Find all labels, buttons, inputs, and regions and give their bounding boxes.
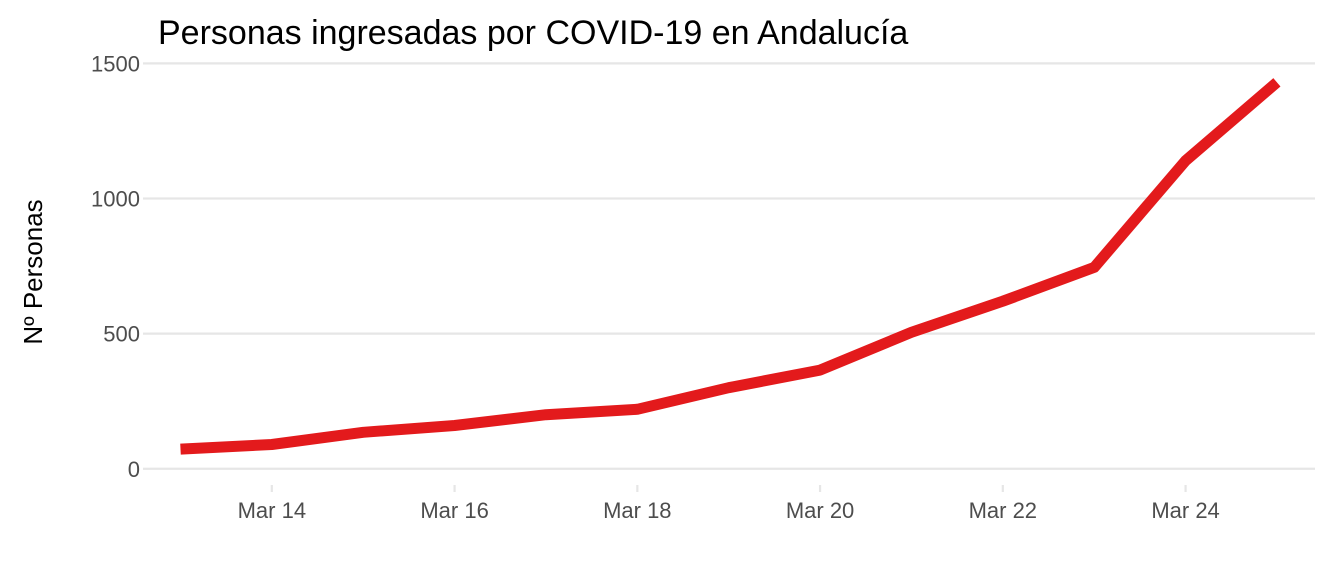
x-tick-label: Mar 18: [603, 498, 671, 523]
grid: [150, 62, 1315, 470]
x-tick-label: Mar 24: [1151, 498, 1219, 523]
chart-title: Personas ingresadas por COVID-19 en Anda…: [158, 14, 908, 52]
y-tick-label: 500: [103, 322, 140, 347]
y-tick-label: 1000: [91, 187, 140, 212]
x-axis-ticks: Mar 14 Mar 16 Mar 18 Mar 20 Mar 22 Mar 24: [238, 485, 1220, 523]
y-axis-ticks: 0 500 1000 1500: [91, 51, 150, 482]
x-tick-label: Mar 20: [786, 498, 854, 523]
x-tick-label: Mar 14: [238, 498, 306, 523]
y-axis-label: Nº Personas: [18, 199, 48, 344]
x-tick-label: Mar 16: [420, 498, 488, 523]
x-tick-label: Mar 22: [969, 498, 1037, 523]
y-tick-label: 0: [128, 457, 140, 482]
y-tick-label: 1500: [91, 51, 140, 76]
series-group: [180, 78, 1281, 455]
series-line: [180, 78, 1281, 455]
